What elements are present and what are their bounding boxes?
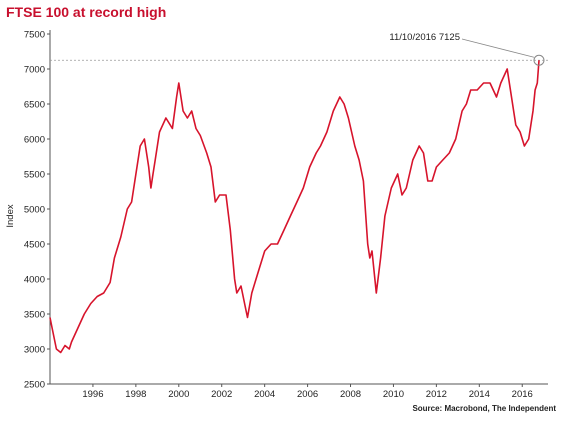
y-tick-label: 2500	[24, 380, 45, 391]
x-tick-label: 2000	[168, 389, 189, 400]
annotation-label: 11/10/2016 7125	[389, 32, 460, 43]
source-note: Source: Macrobond, The Independent	[412, 404, 556, 413]
y-tick-label: 4000	[24, 275, 45, 286]
y-tick-label: 7000	[24, 65, 45, 76]
y-axis-label: Index	[5, 204, 16, 227]
x-tick-label: 2014	[469, 389, 490, 400]
series-layer	[49, 60, 540, 354]
annotation-leader	[461, 38, 535, 58]
y-tick-label: 5500	[24, 170, 45, 181]
x-tick-label: 2006	[297, 389, 318, 400]
ftse-series-line	[49, 60, 540, 354]
axes	[47, 30, 548, 387]
x-tick-label: 2002	[211, 389, 232, 400]
y-tick-labels: 2500 3000 3500 4000 4500 5000 5500 6000 6500 7000…	[24, 30, 45, 391]
x-tick-label: 1998	[125, 389, 146, 400]
y-tick-label: 4500	[24, 240, 45, 251]
y-tick-label: 6500	[24, 100, 45, 111]
x-tick-label: 2016	[512, 389, 533, 400]
x-tick-label: 2004	[254, 389, 275, 400]
annotation: 11/10/2016 7125	[389, 32, 545, 66]
x-tick-labels: 1996 1998 2000 2002 2004 2006 2008 2010 2012 2014…	[82, 389, 532, 400]
x-tick-label: 2012	[426, 389, 447, 400]
y-tick-label: 5000	[24, 205, 45, 216]
chart-title: FTSE 100 at record high	[6, 4, 167, 20]
y-tick-label: 7500	[24, 30, 45, 41]
y-tick-label: 6000	[24, 135, 45, 146]
x-tick-label: 2010	[383, 389, 404, 400]
record-high-marker	[533, 54, 545, 66]
y-tick-label: 3500	[24, 310, 45, 321]
x-tick-label: 1996	[82, 389, 103, 400]
x-tick-label: 2008	[340, 389, 361, 400]
y-tick-label: 3000	[24, 345, 45, 356]
